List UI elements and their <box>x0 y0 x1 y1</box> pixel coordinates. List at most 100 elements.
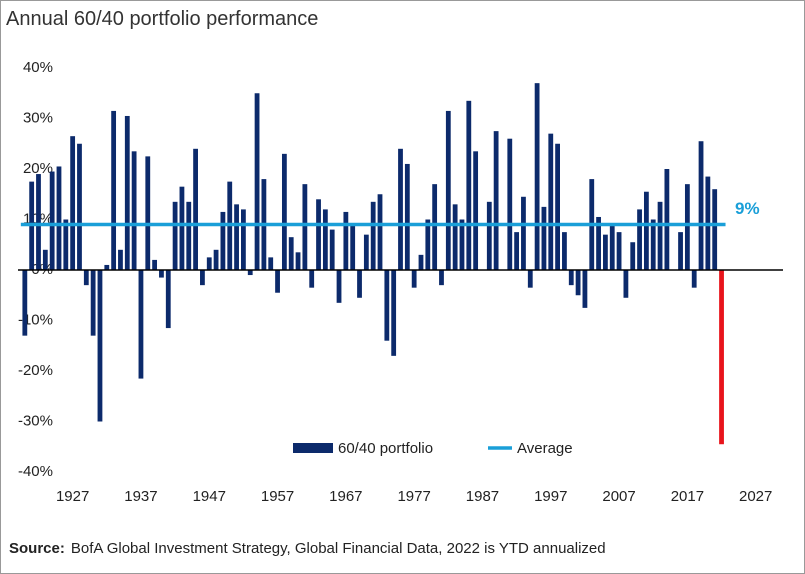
bar <box>582 270 588 308</box>
x-tick-label: 1967 <box>329 488 362 505</box>
bar <box>90 270 96 336</box>
bar <box>486 201 492 270</box>
bar <box>555 143 560 270</box>
bar <box>350 224 356 270</box>
y-tick-label: -40% <box>18 463 53 480</box>
bar <box>329 229 335 270</box>
bar <box>152 259 158 270</box>
bar <box>391 270 397 356</box>
x-tick-label: 1947 <box>193 488 226 505</box>
x-tick-label: 2027 <box>739 488 772 505</box>
bar <box>643 191 649 270</box>
bar <box>432 184 438 270</box>
legend-swatch <box>293 443 333 453</box>
legend-label: Average <box>517 440 573 457</box>
bar <box>691 270 697 288</box>
bar <box>200 270 205 286</box>
bar <box>534 83 540 271</box>
bar <box>418 254 424 270</box>
bar <box>425 219 431 270</box>
x-tick-label: 1937 <box>124 488 157 505</box>
chart-title: Annual 60/40 portfolio performance <box>6 8 318 30</box>
x-tick-label: 1977 <box>397 488 430 505</box>
bar <box>596 216 601 270</box>
bar <box>609 224 615 270</box>
bar <box>514 232 520 270</box>
bar <box>124 115 130 270</box>
x-tick-label: 1987 <box>466 488 499 505</box>
bar <box>104 264 110 270</box>
bar <box>459 219 465 270</box>
bar <box>22 270 28 336</box>
bar <box>678 232 683 270</box>
bar <box>445 110 451 270</box>
bar <box>712 189 718 270</box>
bar <box>439 270 444 286</box>
x-tick-label: 1957 <box>261 488 294 505</box>
y-tick-label: -30% <box>18 412 53 429</box>
bar <box>63 219 69 270</box>
bar <box>165 270 171 329</box>
bar <box>541 206 547 270</box>
x-tick-label: 1997 <box>534 488 567 505</box>
bar <box>698 141 704 270</box>
bar <box>159 270 164 278</box>
bar <box>36 174 41 270</box>
bar <box>145 156 151 270</box>
source-label: Source: <box>9 540 65 557</box>
bar <box>295 252 301 270</box>
bar <box>213 249 219 270</box>
bar <box>42 249 48 270</box>
bar <box>548 133 554 270</box>
bar <box>288 237 294 270</box>
bar <box>411 270 417 288</box>
bar <box>254 93 260 270</box>
y-tick-label: 30% <box>23 109 53 126</box>
average-label: 9% <box>735 199 760 218</box>
x-tick-label: 2007 <box>602 488 635 505</box>
bar <box>220 211 226 270</box>
y-tick-label: -20% <box>18 362 53 379</box>
y-tick-label: 40% <box>23 59 53 76</box>
bar <box>83 270 89 286</box>
bar <box>623 270 629 298</box>
bar <box>568 270 574 286</box>
bar <box>664 169 670 270</box>
bar <box>657 201 663 270</box>
bar <box>302 184 308 270</box>
bar <box>97 270 103 422</box>
bar <box>493 131 499 270</box>
bar <box>637 209 642 270</box>
bar <box>111 110 117 270</box>
bar <box>363 234 369 270</box>
source-text: BofA Global Investment Strategy, Global … <box>71 540 606 557</box>
bar <box>466 100 472 270</box>
bar <box>172 201 178 270</box>
bar <box>247 270 253 276</box>
x-tick-label: 1927 <box>56 488 89 505</box>
bar <box>473 151 479 270</box>
bar <box>630 242 636 270</box>
bar <box>384 270 390 341</box>
bar <box>206 257 212 270</box>
bar <box>404 163 410 270</box>
bar <box>316 199 321 270</box>
legend-label: 60/40 portfolio <box>338 440 433 457</box>
source-note: Source: BofA Global Investment Strategy, … <box>9 540 606 557</box>
y-tick-label: 20% <box>23 160 53 177</box>
bar <box>70 136 76 270</box>
bar <box>684 184 690 270</box>
bar <box>357 270 362 298</box>
bar <box>343 211 349 270</box>
bar <box>616 232 622 270</box>
bar <box>322 209 328 270</box>
bar <box>131 151 137 270</box>
bar <box>275 270 280 293</box>
bar <box>241 209 246 270</box>
bar <box>398 148 403 270</box>
bar <box>575 270 581 296</box>
bar <box>370 201 376 270</box>
